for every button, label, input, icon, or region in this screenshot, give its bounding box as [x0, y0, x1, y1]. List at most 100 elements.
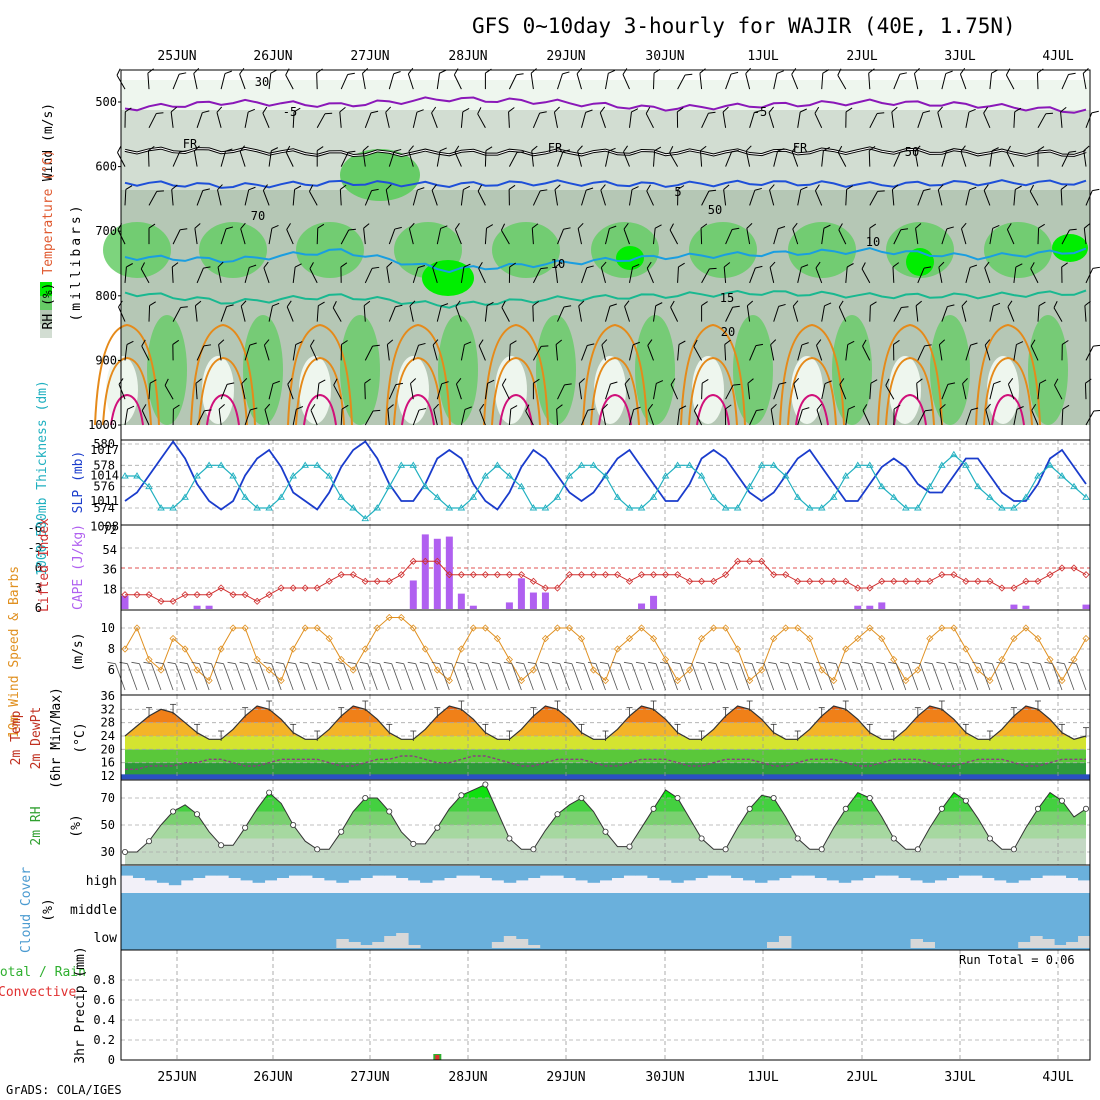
barb-staff	[701, 190, 710, 206]
lifted-index-label: Lifted Index	[37, 518, 52, 612]
barb-flag	[869, 223, 877, 229]
barb-flag	[969, 264, 978, 268]
wind-barb-10m	[251, 661, 270, 691]
barb-flag	[551, 661, 560, 665]
wind-speed-marker	[217, 645, 225, 653]
barb-staff	[677, 344, 680, 361]
wind-barb	[385, 106, 392, 128]
wind-barb	[914, 145, 921, 167]
barb-flag	[984, 661, 993, 665]
barb-flag	[586, 265, 594, 269]
barb-staff	[1037, 305, 1040, 322]
barb-flag	[732, 227, 740, 230]
thickness-marker	[565, 472, 574, 479]
barb-staff	[408, 228, 414, 245]
barb-staff	[1060, 189, 1063, 206]
lifted-index-marker	[974, 577, 982, 585]
wind-barb	[364, 110, 379, 128]
wind-speed-marker	[361, 645, 369, 653]
barb-flag	[648, 661, 657, 665]
barb-flag	[272, 380, 280, 385]
rh-bright-patch	[616, 246, 644, 270]
barb-staff	[194, 228, 198, 245]
barb-staff	[501, 384, 510, 400]
barb-staff	[195, 383, 198, 400]
cloud-high-bar	[132, 866, 146, 878]
barb-flag	[554, 184, 561, 190]
wind-barb	[984, 261, 991, 284]
lifted-index-marker	[253, 597, 261, 605]
wind-barb	[1013, 341, 1024, 361]
barb-flag	[936, 661, 945, 665]
thickness-marker	[613, 493, 622, 500]
bottom-date-2JUL: 2JUL	[846, 1070, 877, 1085]
wind-barb	[286, 223, 294, 245]
barb-staff	[839, 384, 847, 400]
barb-staff	[1082, 73, 1087, 90]
barb-staff	[364, 345, 374, 361]
barb-flag	[708, 661, 717, 665]
barb-staff	[869, 113, 878, 129]
wind-barb	[1054, 378, 1063, 400]
wind-speed-marker	[710, 624, 718, 632]
barb-flag	[310, 339, 315, 347]
barb-staff	[821, 383, 826, 400]
wind-barb	[962, 378, 968, 400]
barb-flag	[992, 224, 1000, 229]
wind-barb	[217, 184, 223, 206]
barb-flag	[239, 67, 245, 75]
barb-flag	[801, 264, 809, 268]
barb-flag	[335, 661, 344, 665]
wind-barb-10m	[960, 661, 979, 691]
barb-flag	[779, 381, 787, 385]
wind-barb	[264, 403, 271, 426]
wind-barb	[532, 378, 540, 400]
barb-flag	[1015, 263, 1023, 268]
barb-flag	[922, 110, 931, 114]
barb-staff	[556, 408, 558, 426]
cloud-high-bar	[204, 866, 218, 876]
barb-staff	[769, 189, 775, 206]
wind-barb	[653, 380, 664, 400]
top-date-2JUL: 2JUL	[846, 49, 877, 64]
barb-flag	[318, 379, 326, 384]
lifted-index-marker	[205, 591, 213, 599]
barb-staff	[268, 73, 272, 90]
wind-barb	[1013, 406, 1024, 426]
wind-barb-10m	[419, 661, 438, 691]
barb-staff	[388, 306, 396, 322]
barb-flag	[218, 339, 225, 345]
wind-barb	[195, 378, 202, 400]
barb-staff	[477, 113, 486, 129]
wind-barb	[339, 106, 346, 128]
cloud-high-bar	[1042, 866, 1055, 876]
barb-staff	[1040, 663, 1051, 691]
barb-staff	[837, 74, 847, 90]
barb-staff	[217, 267, 222, 283]
barb-flag	[508, 184, 516, 190]
barb-flag	[491, 661, 500, 665]
barb-flag	[386, 261, 393, 268]
barb-flag	[924, 661, 933, 665]
rh-marker	[938, 805, 945, 812]
barb-flag	[732, 661, 741, 665]
wind-speed-marker	[445, 676, 453, 685]
lifted-index-tick: 0	[35, 561, 42, 575]
barb-staff	[601, 344, 606, 361]
wind-barb	[701, 378, 709, 400]
top-date-3JUL: 3JUL	[944, 49, 975, 64]
cloud-high-bar	[467, 866, 481, 876]
wind-barb	[941, 70, 953, 90]
barb-staff	[703, 663, 714, 691]
wind-barb	[837, 145, 847, 167]
temp-contour-15	[124, 289, 1087, 309]
wind-barb	[893, 150, 908, 167]
wind-barb	[605, 225, 617, 245]
precip-tick: 0.8	[93, 973, 115, 987]
barb-flag	[877, 190, 885, 192]
thickness-tick: 574	[93, 501, 115, 515]
cloud-high-bar	[647, 866, 660, 878]
lifted-index-line	[125, 560, 1087, 602]
barb-staff	[965, 267, 971, 284]
barb-staff	[653, 305, 657, 322]
